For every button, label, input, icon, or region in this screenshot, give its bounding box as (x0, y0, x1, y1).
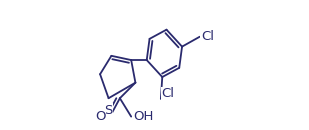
Text: S: S (104, 104, 113, 117)
Text: O: O (95, 110, 106, 123)
Text: Cl: Cl (201, 30, 214, 43)
Text: OH: OH (133, 110, 154, 123)
Text: Cl: Cl (162, 87, 175, 100)
